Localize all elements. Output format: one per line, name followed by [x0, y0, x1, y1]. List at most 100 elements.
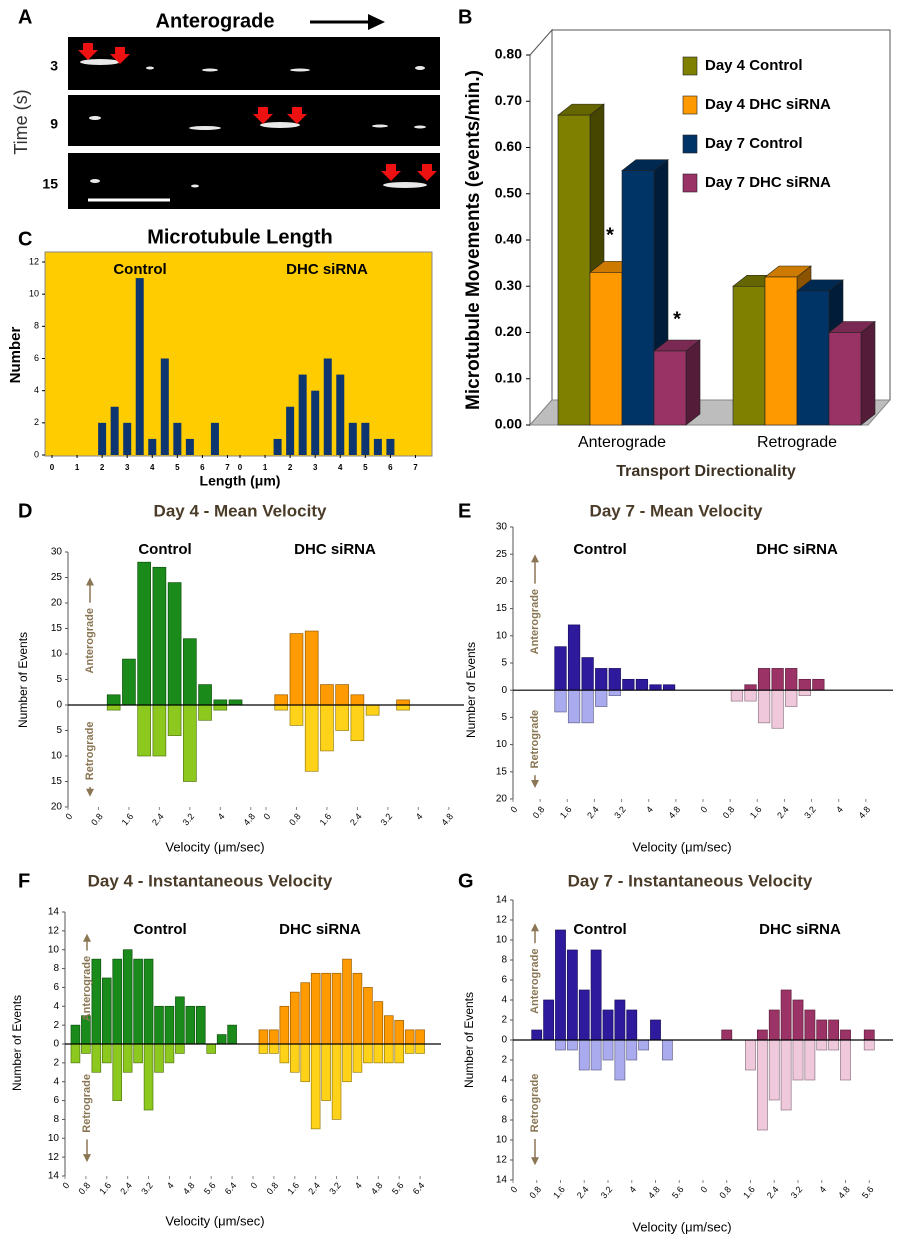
annotation: * — [606, 224, 614, 246]
x-tick-label: 0 — [698, 1184, 709, 1194]
y-tick-label: 4 — [501, 995, 507, 1006]
x-tick-label: 4 — [338, 463, 343, 472]
bar — [663, 685, 675, 690]
y-tick-label: 20 — [51, 598, 63, 609]
bar — [555, 1040, 565, 1050]
x-tick-label: 2.4 — [306, 1180, 322, 1196]
bar — [214, 705, 227, 710]
legend-swatch — [683, 57, 697, 75]
bar — [138, 705, 151, 756]
y-tick-label: 0.40 — [495, 231, 522, 247]
y-tick-label: 0.00 — [495, 416, 522, 432]
x-tick-label: 0 — [238, 463, 243, 472]
bar — [92, 1044, 101, 1072]
x-tick-label: 4 — [165, 1180, 176, 1190]
bar — [336, 705, 349, 731]
bar — [374, 439, 382, 455]
y-tick-label: 6 — [53, 1095, 59, 1106]
y-tick-label: 15 — [51, 776, 63, 787]
y-tick-label: 8 — [53, 963, 59, 974]
direction-label: Anterograde — [81, 956, 93, 1021]
bar — [731, 690, 743, 701]
bar — [757, 1040, 767, 1130]
bar — [829, 1040, 839, 1050]
x-tick-label: 5 — [363, 463, 368, 472]
x-tick-label: 1.6 — [558, 804, 574, 820]
bar — [122, 659, 135, 705]
bar — [183, 705, 196, 782]
bar — [196, 1006, 205, 1044]
bar — [336, 375, 344, 455]
x-tick-label: 4.8 — [369, 1180, 385, 1196]
bar — [758, 668, 770, 690]
bar — [567, 1040, 577, 1050]
bar — [765, 277, 797, 425]
bar — [615, 1000, 625, 1040]
bar-side — [686, 340, 700, 425]
x-tick-label: 4 — [817, 1184, 828, 1194]
y-tick-label: 0 — [34, 449, 39, 459]
bar — [793, 1040, 803, 1080]
x-tick-label: 1 — [75, 463, 80, 472]
group-label: Control — [138, 541, 191, 558]
bar — [769, 1040, 779, 1100]
side-wall — [530, 30, 552, 425]
bar — [582, 690, 594, 723]
x-tick-label: 3.2 — [612, 804, 628, 820]
bar — [98, 423, 106, 455]
x-tick-label: 0 — [508, 804, 519, 814]
x-axis-label: Transport Directionality — [616, 463, 796, 480]
bar — [609, 690, 621, 695]
bar — [636, 679, 648, 690]
x-tick-label: 0.8 — [531, 804, 547, 820]
y-tick-label: 0.20 — [495, 323, 522, 339]
y-tick-label: 15 — [496, 766, 508, 777]
bar — [840, 1030, 850, 1040]
x-tick-label: 1.6 — [285, 1180, 301, 1196]
bar — [214, 700, 227, 705]
direction-arrowhead — [86, 789, 94, 797]
x-tick-label: 0 — [63, 811, 74, 821]
bar — [590, 272, 622, 425]
x-tick-label: 0.8 — [527, 1184, 543, 1200]
bar — [745, 1040, 755, 1070]
bar — [650, 685, 662, 690]
panel-title: Anterograde — [156, 10, 275, 32]
bar — [353, 1044, 362, 1072]
bar — [785, 690, 797, 706]
y-tick-label: 25 — [51, 572, 63, 583]
legend-swatch — [683, 174, 697, 192]
y-tick-label: 2 — [53, 1057, 59, 1068]
bar-side — [861, 322, 875, 426]
group-label: Control — [573, 921, 626, 938]
y-axis-label: Number of Events — [462, 992, 476, 1088]
kymograph — [68, 37, 440, 90]
direction-label: Retrograde — [81, 1074, 93, 1133]
x-tick-label: 4.8 — [646, 1184, 662, 1200]
bar — [582, 658, 594, 691]
panel-letter: G — [458, 870, 474, 892]
bar — [343, 959, 352, 1044]
x-tick-label: 1.6 — [748, 804, 764, 820]
bar — [568, 625, 580, 690]
x-tick-label: 1.6 — [97, 1180, 113, 1196]
y-tick-label: 2 — [34, 417, 39, 427]
direction-arrowhead — [531, 1157, 539, 1165]
panel-letter: D — [18, 500, 32, 522]
bar — [544, 1000, 554, 1040]
x-tick-label: 0.8 — [265, 1180, 281, 1196]
bar — [405, 1030, 414, 1044]
y-tick-label: 10 — [496, 739, 508, 750]
bar — [332, 973, 341, 1044]
y-tick-label: 14 — [496, 895, 508, 906]
bar — [186, 439, 194, 455]
y-tick-label: 12 — [29, 256, 39, 266]
y-tick-label: 12 — [496, 1155, 508, 1166]
y-tick-label: 0 — [501, 685, 507, 696]
x-axis-label: Velocity (μm/sec) — [632, 839, 731, 854]
bar — [603, 1040, 613, 1060]
bar — [290, 992, 299, 1044]
direction-label: Anterograde — [529, 948, 541, 1013]
y-tick-label: 8 — [34, 321, 39, 331]
bar — [799, 690, 811, 695]
